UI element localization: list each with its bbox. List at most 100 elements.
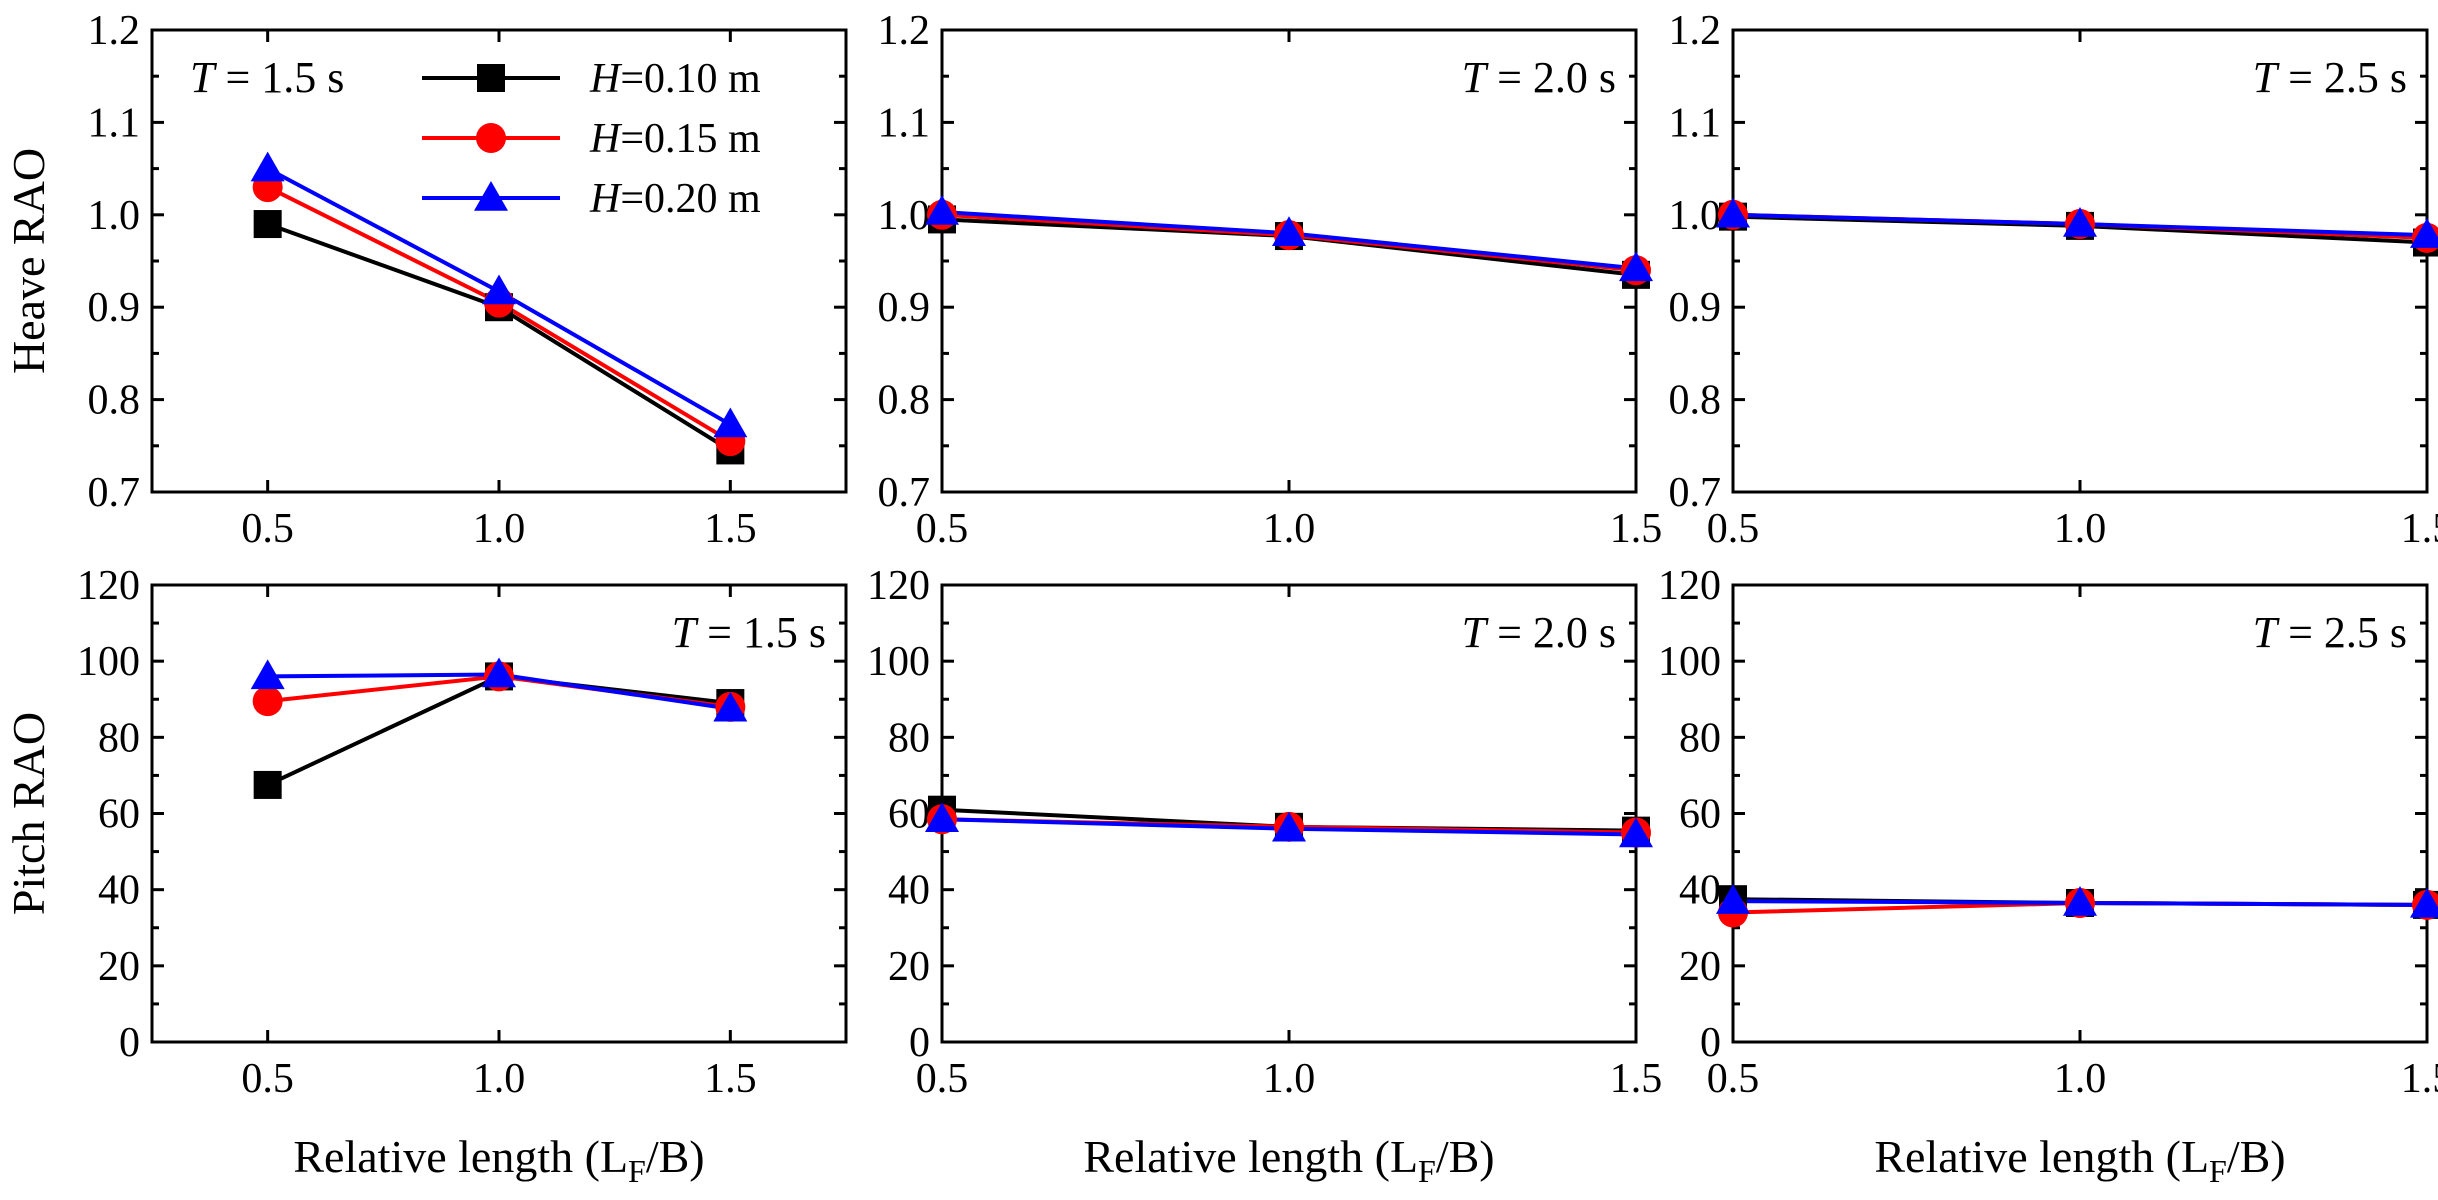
legend-marker (477, 64, 505, 92)
y-axis-title: Heave RAO (3, 148, 54, 374)
x-tick-label: 0.5 (916, 1056, 969, 1102)
y-tick-label: 1.2 (1669, 8, 1722, 54)
panel-heave-1.5: 0.7 0.8 0.9 1.0 1.1 1.2 0.5 1.0 1.5 Heave RAO T = … (3, 8, 848, 552)
y-tick-label: 60 (888, 792, 930, 838)
y-tick-label: 0.8 (1669, 378, 1722, 424)
legend-entry: H=0.15 m (422, 116, 761, 162)
y-tick-label: 40 (98, 868, 140, 914)
x-tick-label: 1.0 (2054, 506, 2107, 552)
panel-heave-2.5: 0.7 0.8 0.9 1.0 1.1 1.2 0.5 1.0 1.5 T = 2.5 s (1669, 8, 2438, 552)
y-tick-label: 1.0 (1669, 193, 1722, 239)
y-tick-label: 40 (1679, 868, 1721, 914)
y-tick-label: 120 (77, 563, 140, 609)
y-tick-label: 20 (1679, 944, 1721, 990)
data-point (925, 195, 959, 225)
period-annotation: T = 2.5 s (2253, 53, 2407, 102)
y-tick-label: 100 (867, 639, 930, 685)
x-tick-label: 0.5 (241, 1056, 294, 1102)
y-tick-label: 1.1 (878, 100, 931, 146)
legend-marker (476, 123, 506, 153)
data-point (1272, 216, 1306, 247)
y-tick-label: 20 (888, 944, 930, 990)
legend-label: H=0.20 m (589, 176, 761, 222)
data-point (713, 407, 748, 438)
data-point (1619, 817, 1653, 848)
data-point (925, 802, 959, 832)
x-tick-label: 1.5 (1610, 506, 1663, 552)
data-point (250, 151, 285, 182)
y-tick-label: 120 (1658, 563, 1721, 609)
y-tick-label: 80 (888, 715, 930, 761)
x-tick-label: 0.5 (1707, 506, 1760, 552)
panel-pitch-2.0: 0 20 40 60 80 100 120 0.5 1.0 1.5 Relative length … (867, 563, 1662, 1189)
y-tick-label: 0.7 (878, 470, 931, 516)
y-tick-label: 1.0 (878, 193, 931, 239)
data-point (250, 659, 285, 690)
y-tick-label: 0 (119, 1020, 140, 1066)
legend-label: H=0.15 m (589, 116, 761, 162)
y-tick-label: 60 (98, 792, 140, 838)
x-axis-title: Relative length (LF/B) (1874, 1131, 2285, 1189)
x-tick-label: 1.0 (473, 506, 526, 552)
y-tick-label: 1.2 (88, 8, 141, 54)
y-tick-label: 0.9 (1669, 285, 1722, 331)
y-tick-label: 100 (77, 639, 140, 685)
data-point (2410, 218, 2438, 248)
y-tick-label: 120 (867, 563, 930, 609)
x-tick-label: 0.5 (1707, 1056, 1760, 1102)
x-axis-title: Relative length (LF/B) (293, 1131, 704, 1189)
period-annotation: T = 1.5 s (672, 608, 826, 657)
panel-pitch-1.5: 0 20 40 60 80 100 120 0.5 1.0 1.5 Pitch RAO Relativ… (3, 563, 848, 1189)
y-tick-label: 80 (1679, 715, 1721, 761)
legend: H=0.10 m H=0.15 m H=0.20 m (422, 56, 761, 222)
y-tick-label: 0.9 (88, 285, 141, 331)
period-annotation: T = 2.0 s (1462, 608, 1616, 657)
y-tick-label: 40 (888, 868, 930, 914)
y-tick-label: 0.7 (1669, 470, 1722, 516)
data-point (2410, 887, 2438, 918)
data-point (2063, 207, 2097, 237)
x-tick-label: 0.5 (241, 506, 294, 552)
x-axis-title: Relative length (LF/B) (1083, 1131, 1494, 1189)
y-tick-label: 0.8 (878, 378, 931, 424)
x-tick-label: 1.0 (473, 1056, 526, 1102)
data-point (1716, 884, 1750, 914)
legend-label: H=0.10 m (589, 56, 761, 102)
data-point (1272, 811, 1306, 842)
data-point (482, 657, 516, 688)
data-point (1619, 251, 1653, 282)
y-tick-label: 0.7 (88, 470, 141, 516)
panel-heave-2.0: 0.7 0.8 0.9 1.0 1.1 1.2 0.5 1.0 1.5 T = 2.0 s (878, 8, 1663, 552)
y-tick-label: 0 (909, 1020, 930, 1066)
y-tick-label: 80 (98, 715, 140, 761)
data-point (253, 210, 282, 239)
x-tick-label: 1.5 (2401, 1056, 2438, 1102)
data-point (252, 686, 283, 717)
data-point (2063, 885, 2097, 916)
y-tick-label: 1.1 (1669, 100, 1722, 146)
y-tick-label: 0.9 (878, 285, 931, 331)
x-tick-label: 1.5 (704, 1056, 757, 1102)
period-annotation: T = 2.0 s (1462, 53, 1616, 102)
x-tick-label: 1.0 (2054, 1056, 2107, 1102)
y-tick-label: 1.0 (88, 193, 141, 239)
y-tick-label: 0.8 (88, 378, 141, 424)
y-tick-label: 1.2 (878, 8, 931, 54)
data-point (713, 691, 748, 722)
y-tick-label: 1.1 (88, 100, 141, 146)
x-tick-label: 1.0 (1263, 506, 1316, 552)
x-tick-label: 1.5 (2401, 506, 2438, 552)
legend-entry: H=0.10 m (422, 56, 761, 102)
x-tick-label: 1.5 (704, 506, 757, 552)
data-point (1716, 197, 1750, 228)
period-annotation: T = 2.5 s (2253, 608, 2407, 657)
period-annotation: T = 1.5 s (190, 53, 344, 102)
legend-marker (474, 181, 508, 211)
y-tick-label: 0 (1700, 1020, 1721, 1066)
x-tick-label: 1.5 (1610, 1056, 1663, 1102)
data-point (253, 770, 282, 799)
y-tick-label: 20 (98, 944, 140, 990)
legend-entry: H=0.20 m (422, 176, 761, 222)
panel-pitch-2.5: 0 20 40 60 80 100 120 0.5 1.0 1.5 Relative length … (1658, 563, 2438, 1189)
